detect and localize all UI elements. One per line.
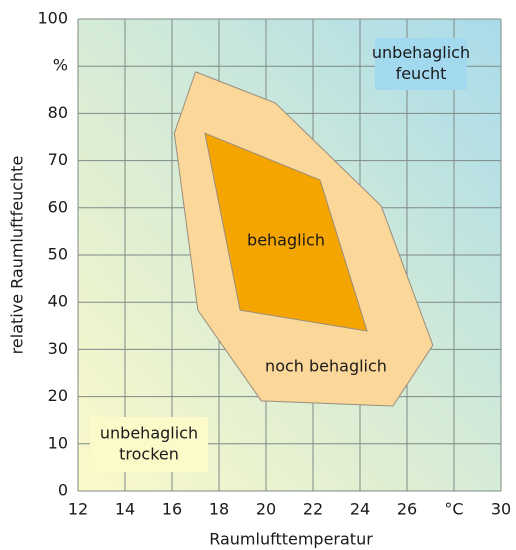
x-tick-label: 20 [256, 500, 276, 519]
annotation-box [90, 417, 208, 472]
x-tick-label: 22 [303, 500, 323, 519]
x-tick-label: °C [444, 500, 463, 519]
y-tick-label: 0 [58, 481, 68, 500]
y-tick-label: 30 [48, 339, 68, 358]
x-tick-label: 26 [397, 500, 417, 519]
y-axis-label: relative Raumluftfeuchte [8, 156, 27, 355]
x-tick-label: 24 [350, 500, 370, 519]
annotation-box [375, 38, 467, 90]
y-tick-label: 60 [48, 197, 68, 216]
y-tick-label: 80 [48, 103, 68, 122]
region-label: behaglich [247, 231, 325, 250]
annotation-text: trocken [119, 445, 179, 464]
x-axis-label: Raumlufttemperatur [209, 530, 373, 549]
annotation-text: unbehaglich [100, 424, 198, 443]
y-tick-label: % [53, 56, 68, 75]
y-tick-label: 40 [48, 292, 68, 311]
y-tick-label: 20 [48, 386, 68, 405]
y-tick-label: 10 [48, 433, 68, 452]
region-label: noch behaglich [265, 357, 387, 376]
x-tick-label: 30 [491, 500, 511, 519]
x-tick-label: 16 [162, 500, 182, 519]
y-tick-label: 100 [37, 9, 68, 28]
annotation-text: unbehaglich [372, 43, 470, 62]
x-tick-label: 18 [209, 500, 229, 519]
y-tick-label: 50 [48, 245, 68, 264]
region [204, 132, 368, 332]
y-tick-label: 70 [48, 150, 68, 169]
annotation-text: feucht [396, 64, 447, 83]
x-tick-label: 14 [115, 500, 135, 519]
x-tick-label: 12 [68, 500, 88, 519]
